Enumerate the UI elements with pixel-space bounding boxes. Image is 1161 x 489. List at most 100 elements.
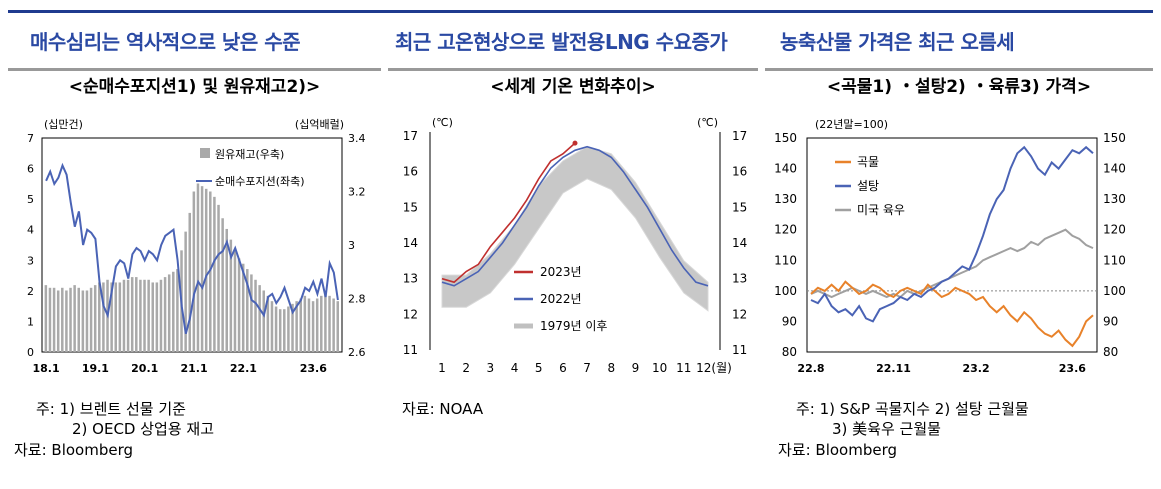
oil-stock-bar [167, 274, 171, 352]
chart-title-left: <순매수포지션1) 및 원유재고2)> [68, 77, 321, 97]
headline-mid: 최근 고온현상으로 발전용LNG 수요증가 [395, 30, 728, 54]
oil-stock-bar [200, 186, 204, 352]
legend-label-historical: 1979년 이후 [540, 319, 607, 333]
oil-stock-bar [307, 298, 311, 352]
oil-stock-bar [110, 282, 113, 352]
oil-stock-bar [130, 277, 134, 352]
y-left-tick: 15 [403, 200, 418, 214]
y-right-tick: 3.4 [348, 132, 366, 145]
oil-stock-bar [299, 298, 302, 352]
oil-stock-bar [65, 290, 68, 352]
x-tick: 10 [652, 361, 667, 375]
plot-frame [41, 137, 343, 353]
divider-left [8, 68, 381, 71]
divider-right [765, 68, 1153, 71]
x-tick: 19.1 [82, 362, 109, 375]
oil-stock-bar [250, 274, 253, 352]
x-tick: 9 [632, 361, 640, 375]
y-right-tick: 14 [732, 236, 747, 250]
y-right-tick: 17 [732, 129, 747, 143]
x-tick: 23.2 [963, 362, 990, 375]
y-right-tick: 13 [732, 272, 747, 286]
y-left-tick: 90 [782, 314, 797, 328]
oil-stock-bar [56, 290, 60, 352]
oil-stock-bar [241, 263, 245, 352]
y-left-tick: 16 [403, 165, 418, 179]
oil-stock-bar [278, 309, 282, 352]
y-left-tick: 110 [774, 253, 797, 267]
y-left-tick: 6 [27, 163, 34, 176]
oil-stock-bar [221, 218, 224, 352]
y-left-tick: 80 [782, 345, 797, 359]
oil-stock-bar [225, 228, 228, 352]
y-left-tick: 12 [403, 307, 418, 321]
oil-stock-bar [143, 279, 146, 352]
oil-stock-bar [324, 293, 327, 352]
oil-stock-bar [155, 282, 159, 352]
y-left-tick: 5 [27, 193, 34, 206]
oil-stock-bar [139, 279, 142, 352]
y-right-tick: 120 [1103, 223, 1126, 237]
x-tick: 2 [462, 361, 470, 375]
oil-stock-bar [93, 285, 97, 352]
headline-right: 농축산물 가격은 최근 오름세 [780, 30, 1015, 54]
y-left-tick: 7 [27, 132, 34, 145]
y-left-tick: 17 [403, 129, 418, 143]
x-tick: 23.6 [1059, 362, 1086, 375]
y-right-tick: 2.6 [348, 346, 366, 359]
oil-stock-bar [291, 303, 294, 352]
x-tick: 11 [676, 361, 691, 375]
legend-label-oil-stock: 원유재고(우축) [215, 148, 284, 161]
legend-grain-label: 곡물 [857, 155, 879, 169]
y-right-tick: 100 [1103, 284, 1126, 298]
oil-stock-bar [320, 295, 323, 352]
oil-stock-bar [176, 269, 179, 352]
chart-oil: (십만건) (십억배럴) 0 1 2 3 4 5 6 7 2.6 2.8 3 3.2 3.4 18.1 19.1… [27, 118, 366, 375]
oil-stock-bar [287, 306, 290, 352]
oil-stock-bar [184, 231, 187, 352]
note-left-2: 2) OECD 상업용 재고 [72, 420, 215, 438]
note-right-source: 자료: Bloomberg [778, 441, 898, 459]
oil-stock-bar [237, 258, 241, 352]
x-tick: 18.1 [32, 362, 59, 375]
left-unit-label: (십만건) [44, 118, 83, 131]
x-tick: 7 [583, 361, 591, 375]
oil-stock-bar [163, 277, 167, 352]
y-right-tick: 12 [732, 307, 747, 321]
x-tick: 20.1 [131, 362, 158, 375]
oil-stock-bar [159, 279, 163, 352]
oil-stock-bar [114, 282, 117, 352]
oil-stock-bar [204, 188, 208, 352]
y-right-tick: 3 [348, 239, 355, 252]
y-right-tick: 90 [1103, 314, 1118, 328]
chart-title-mid: <세계 기온 변화추이> [490, 77, 656, 97]
y-right-tick: 16 [732, 165, 747, 179]
net-long-line [45, 162, 339, 334]
note-left-1: 주: 1) 브렌트 선물 기준 [36, 400, 186, 418]
note-right-1: 주: 1) S&P 곡물지수 2) 설탕 근월물 [796, 400, 1029, 418]
x-tick: 22.1 [230, 362, 257, 375]
oil-stock-bar [336, 301, 339, 352]
oil-stock-bar [246, 269, 249, 352]
right-unit-label: (십억배럴) [295, 118, 344, 131]
oil-stock-bar [77, 287, 80, 352]
note-right-2: 3) 美육우 근월물 [832, 420, 941, 438]
y-left-tick: 140 [774, 162, 797, 176]
x-tick: 22.11 [876, 362, 911, 375]
sugar-line [810, 145, 1094, 323]
series-2023-end-point [572, 140, 578, 146]
y-left-tick: 150 [774, 131, 797, 145]
oil-stock-bar [126, 279, 130, 352]
oil-stock-bar [332, 298, 335, 352]
oil-stock-bar [81, 290, 85, 352]
oil-stock-bar [274, 306, 278, 352]
y-right-tick: 80 [1103, 345, 1118, 359]
oil-stock-bar [151, 282, 154, 352]
oil-stock-bar [229, 239, 233, 352]
y-left-tick: 4 [27, 224, 34, 237]
oil-stock-bar [69, 287, 72, 352]
y-left-tick: 1 [27, 315, 34, 328]
oil-stock-bar [217, 204, 220, 352]
series-2023-line [441, 142, 576, 284]
beef-line [810, 228, 1094, 299]
